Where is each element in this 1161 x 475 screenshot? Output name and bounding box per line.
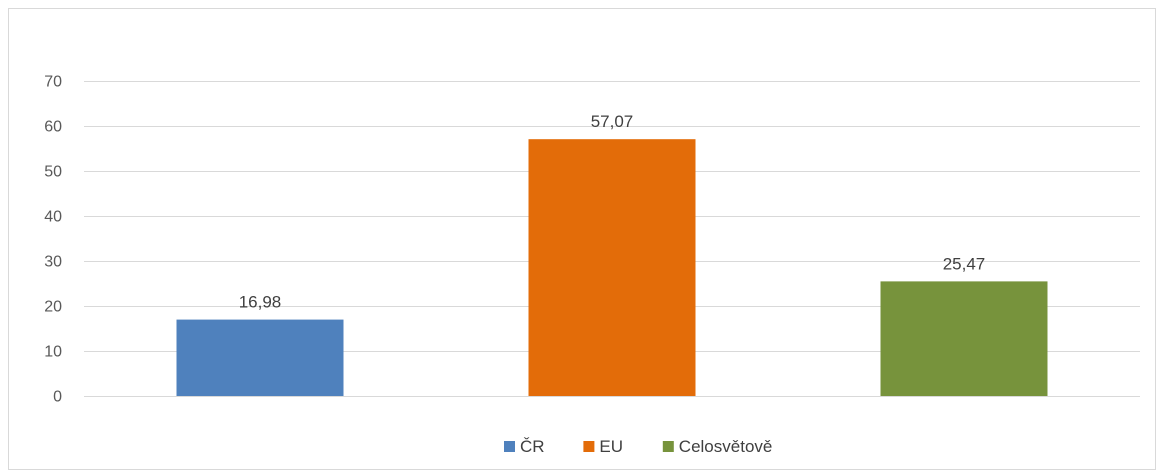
legend-label: EU [599, 437, 623, 456]
y-tick-label: 30 [44, 254, 62, 271]
y-tick-label: 20 [44, 299, 62, 316]
y-tick-label: 50 [44, 164, 62, 181]
data-label: 25,47 [943, 254, 986, 273]
legend-swatch [504, 441, 515, 452]
legend-label: ČR [520, 437, 545, 456]
chart-frame: 0 10 20 30 40 50 60 70 16,98 57,07 25,47 ČR EU Celo… [8, 8, 1156, 470]
data-label: 57,07 [591, 112, 634, 131]
legend-label: Celosvětově [679, 437, 773, 456]
bar-eu [528, 139, 696, 396]
legend-swatch [583, 441, 595, 452]
data-label: 16,98 [239, 293, 282, 312]
y-tick-label: 60 [44, 119, 62, 136]
y-tick-label: 0 [53, 389, 62, 406]
legend: ČR EU Celosvětově [504, 437, 772, 456]
bar-celosvětově [880, 281, 1048, 396]
y-axis: 0 10 20 30 40 50 60 70 [44, 74, 62, 406]
y-tick-label: 70 [44, 74, 62, 91]
bar-chart: 0 10 20 30 40 50 60 70 16,98 57,07 25,47 ČR EU Celo… [44, 74, 1140, 456]
data-labels: 16,98 57,07 25,47 [239, 112, 986, 311]
bar-čr [176, 319, 344, 396]
legend-swatch [662, 441, 674, 452]
bars [176, 139, 1048, 396]
y-tick-label: 40 [44, 209, 62, 226]
y-tick-label: 10 [44, 344, 62, 361]
